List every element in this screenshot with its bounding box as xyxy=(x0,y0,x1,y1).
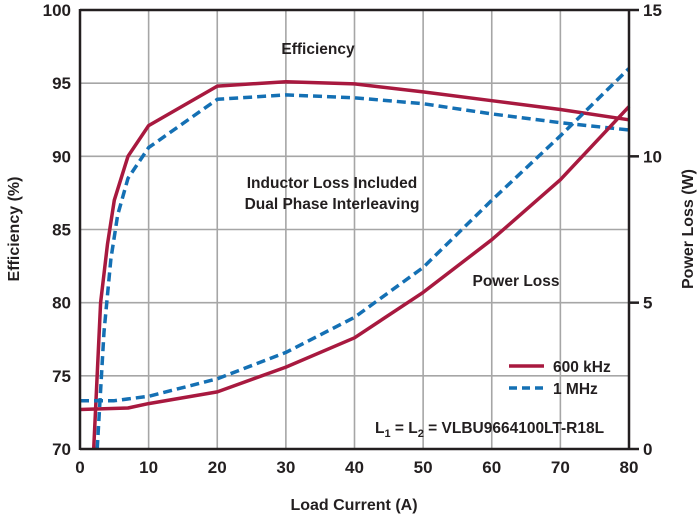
y-tick-label-left: 75 xyxy=(52,367,71,386)
legend-label-1mhz: 1 MHz xyxy=(553,381,598,398)
tick-labels: 0 10 20 30 40 50 60 70 80 70 75 80 85 90 95 100 0 5 10 15 xyxy=(43,1,662,477)
axes xyxy=(78,8,639,451)
annotation-dual-phase: Dual Phase Interleaving xyxy=(245,196,420,213)
series-lines xyxy=(79,67,631,450)
x-tick-label: 60 xyxy=(482,458,501,477)
x-tick-label: 80 xyxy=(620,458,639,477)
y-tick-label-left: 80 xyxy=(52,294,71,313)
series-efficiency-600khz xyxy=(91,79,630,450)
y-tick-label-left: 90 xyxy=(52,147,71,166)
x-tick-label: 70 xyxy=(551,458,570,477)
y-tick-label-left: 70 xyxy=(52,440,71,459)
series-power-loss-600khz xyxy=(79,105,631,412)
part-value: = VLBU9664100LT-R18L xyxy=(424,420,604,437)
annotation-inductor-loss: Inductor Loss Included xyxy=(247,175,418,192)
annotations: Efficiency Inductor Loss Included Dual P… xyxy=(245,41,605,440)
y-axis-title-right: Power Loss (W) xyxy=(680,169,697,289)
x-tick-label: 0 xyxy=(75,458,84,477)
part-sub2: 2 xyxy=(418,428,424,440)
x-tick-label: 10 xyxy=(139,458,158,477)
annotation-power-loss: Power Loss xyxy=(473,273,560,290)
y-tick-label-right: 10 xyxy=(643,147,662,166)
y-tick-label-left: 100 xyxy=(43,1,71,20)
x-tick-label: 20 xyxy=(208,458,227,477)
part-sub1: 1 xyxy=(384,428,390,440)
part-eq-L2: = L xyxy=(391,420,418,437)
y-tick-label-right: 15 xyxy=(643,1,662,20)
legend: 600 kHz 1 MHz xyxy=(509,359,611,398)
x-axis-title: Load Current (A) xyxy=(290,497,417,514)
y-tick-label-left: 95 xyxy=(52,74,71,93)
series-efficiency-1mhz xyxy=(95,93,630,450)
annotation-efficiency: Efficiency xyxy=(281,41,355,58)
part-L1: L xyxy=(375,420,384,437)
y-tick-label-right: 5 xyxy=(643,294,652,313)
x-tick-label: 30 xyxy=(276,458,295,477)
y-tick-label-right: 0 xyxy=(643,440,652,459)
x-tick-label: 50 xyxy=(414,458,433,477)
y-axis-title-left: Efficiency (%) xyxy=(6,177,23,282)
y-tick-label-left: 85 xyxy=(52,221,71,240)
x-tick-label: 40 xyxy=(345,458,364,477)
annotation-inductor-part: L1 = L2 = VLBU9664100LT-R18L xyxy=(375,420,604,440)
series-power-loss-1mhz xyxy=(80,67,631,403)
legend-label-600khz: 600 kHz xyxy=(553,359,611,376)
grid xyxy=(80,10,629,449)
